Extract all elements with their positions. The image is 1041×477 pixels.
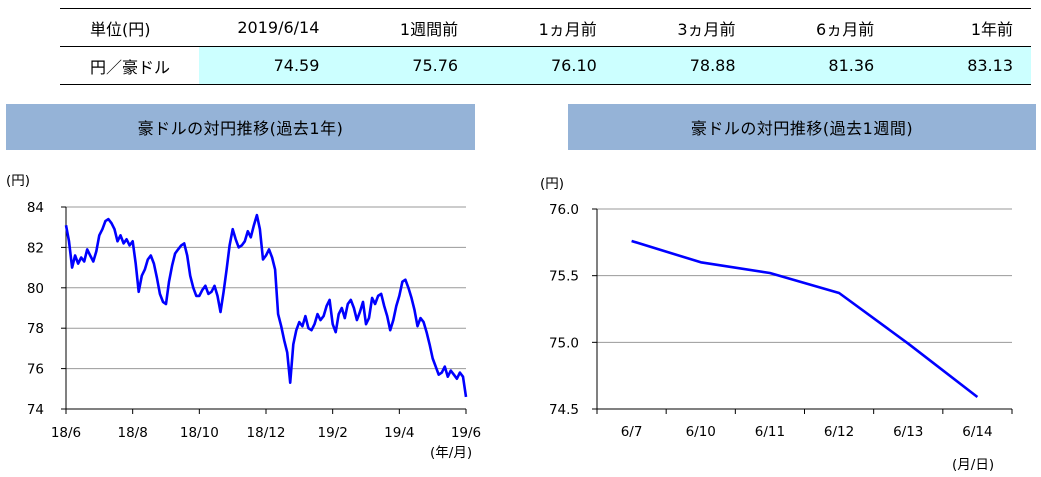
x-tick-label: 6/7 [621, 424, 643, 440]
y-unit-label: (円) [6, 173, 30, 189]
y-tick-label: 82 [27, 240, 44, 256]
x-tick-label: 6/13 [893, 424, 923, 440]
y-tick-label: 76.0 [549, 202, 579, 218]
y-tick-label: 78 [27, 321, 44, 337]
header-6month: 6ヵ月前 [753, 8, 893, 47]
value-3month: 78.88 [614, 46, 754, 85]
series-line [631, 239, 979, 399]
header-3month: 3ヵ月前 [614, 8, 754, 47]
y-tick-label: 80 [27, 281, 44, 297]
y-tick-label: 75.0 [549, 335, 579, 351]
y-tick-label: 74 [27, 402, 44, 418]
x-unit-label: (月/日) [952, 457, 994, 473]
series-line [64, 213, 468, 398]
y-tick-label: 76 [27, 362, 44, 378]
x-tick-label: 19/4 [384, 425, 414, 441]
x-tick-label: 19/2 [318, 425, 348, 441]
x-tick-label: 18/10 [180, 425, 219, 441]
value-current: 74.59 [198, 46, 338, 85]
x-tick-label: 19/6 [451, 425, 481, 441]
x-tick-label: 6/11 [755, 424, 785, 440]
chart-1week: (円) 74.5 75.0 75.5 76.0 6/7 6/10 6/11 6/12 6/13… [540, 176, 1013, 473]
header-1week: 1週間前 [337, 8, 477, 47]
x-unit-label: (年/月) [430, 445, 472, 461]
x-tick-label: 18/12 [247, 425, 286, 441]
x-tick-label: 6/10 [686, 424, 716, 440]
rate-table: 単位(円) 2019/6/14 1週間前 1ヵ月前 3ヵ月前 6ヵ月前 1年前 … [60, 8, 1031, 85]
table-header-row: 単位(円) 2019/6/14 1週間前 1ヵ月前 3ヵ月前 6ヵ月前 1年前 [60, 8, 1031, 47]
header-unit: 単位(円) [60, 8, 199, 47]
y-unit-label: (円) [540, 176, 564, 192]
header-date: 2019/6/14 [198, 8, 338, 47]
y-tick-label: 75.5 [549, 269, 579, 285]
value-1month: 76.10 [476, 46, 615, 85]
chart-title-1week: 豪ドルの対円推移(過去1週間) [568, 104, 1036, 150]
x-tick-label: 18/8 [118, 425, 148, 441]
value-1week: 75.76 [337, 46, 477, 85]
x-tick-label: 18/6 [51, 425, 81, 441]
chart-title-1year: 豪ドルの対円推移(過去1年) [6, 104, 475, 150]
x-tick-label: 6/14 [962, 424, 992, 440]
table-row: 円／豪ドル 74.59 75.76 76.10 78.88 81.36 83.1… [60, 46, 1031, 85]
y-tick-label: 74.5 [549, 402, 579, 418]
row-label: 円／豪ドル [60, 46, 199, 85]
y-tick-label: 84 [27, 200, 44, 216]
header-1month: 1ヵ月前 [476, 8, 615, 47]
header-1year: 1年前 [892, 8, 1031, 47]
chart-1year: (円) 74 76 78 80 82 84 18/6 18/8 18/10 18/12 19/2 1… [6, 173, 481, 461]
x-tick-label: 6/12 [824, 424, 854, 440]
value-1year: 83.13 [892, 46, 1031, 85]
value-6month: 81.36 [753, 46, 893, 85]
